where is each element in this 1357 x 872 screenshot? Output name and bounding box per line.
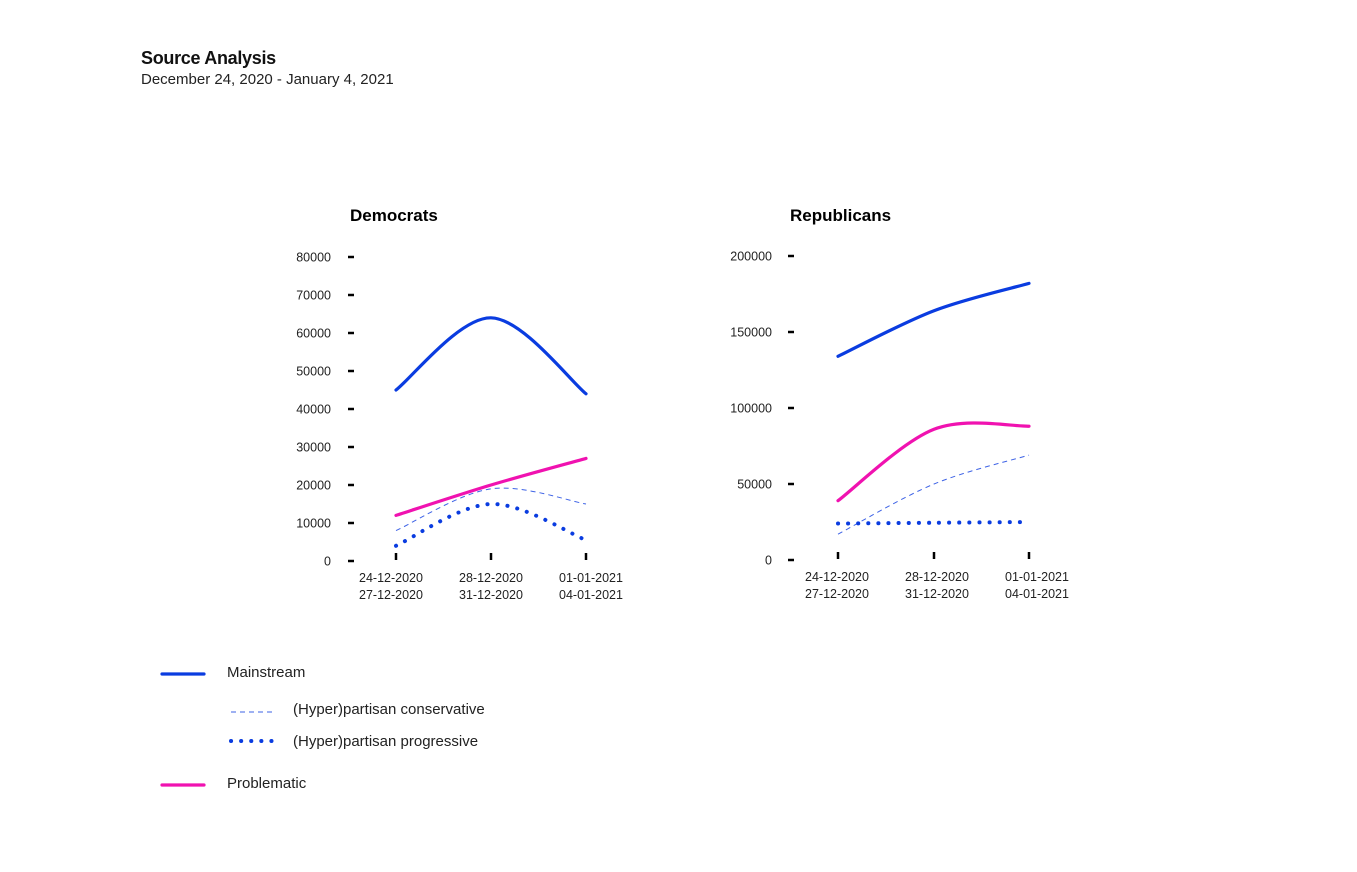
y-tick-label: 40000: [296, 403, 331, 417]
y-tick-label: 10000: [296, 517, 331, 531]
x-tick-label: 28-12-2020: [905, 570, 969, 584]
x-tick-label: 01-01-2021: [559, 571, 623, 585]
x-tick-label: 28-12-2020: [459, 571, 523, 585]
series-line-mainstream: [836, 281, 1031, 358]
x-tick-label: 27-12-2020: [805, 587, 869, 601]
chart-title: Democrats: [350, 206, 438, 225]
x-tick-label: 24-12-2020: [805, 570, 869, 584]
chart-title: Republicans: [790, 206, 891, 225]
x-tick-label: 24-12-2020: [359, 571, 423, 585]
x-tick-label: 04-01-2021: [1005, 587, 1069, 601]
x-tick-label: 31-12-2020: [459, 588, 523, 602]
series-line-conservative: [837, 454, 1030, 535]
y-tick-label: 20000: [296, 479, 331, 493]
y-tick-label: 50000: [296, 365, 331, 379]
series-line-mainstream: [394, 316, 588, 396]
series-line-problematic: [836, 421, 1031, 503]
y-tick-label: 80000: [296, 251, 331, 265]
y-tick-label: 70000: [296, 289, 331, 303]
legend-label-conservative: (Hyper)partisan conservative: [293, 701, 485, 718]
y-tick-label: 150000: [730, 326, 772, 340]
legend-label-progressive: (Hyper)partisan progressive: [293, 733, 479, 750]
y-tick-label: 60000: [296, 327, 331, 341]
y-tick-label: 0: [324, 555, 331, 569]
x-tick-label: 01-01-2021: [1005, 570, 1069, 584]
y-tick-label: 30000: [296, 441, 331, 455]
y-tick-label: 200000: [730, 250, 772, 264]
y-tick-label: 0: [765, 554, 772, 568]
legend-label-mainstream: Mainstream: [227, 664, 306, 681]
y-tick-label: 100000: [730, 402, 772, 416]
x-tick-label: 04-01-2021: [559, 588, 623, 602]
legend-label-problematic: Problematic: [227, 775, 307, 792]
series-line-problematic: [394, 456, 588, 517]
y-tick-label: 50000: [737, 478, 772, 492]
series-line-progressive: [394, 501, 588, 548]
page-subtitle: December 24, 2020 - January 4, 2021: [141, 71, 394, 88]
x-tick-label: 27-12-2020: [359, 588, 423, 602]
x-tick-label: 31-12-2020: [905, 587, 969, 601]
series-line-progressive: [836, 520, 1031, 526]
page-title: Source Analysis: [141, 48, 276, 68]
